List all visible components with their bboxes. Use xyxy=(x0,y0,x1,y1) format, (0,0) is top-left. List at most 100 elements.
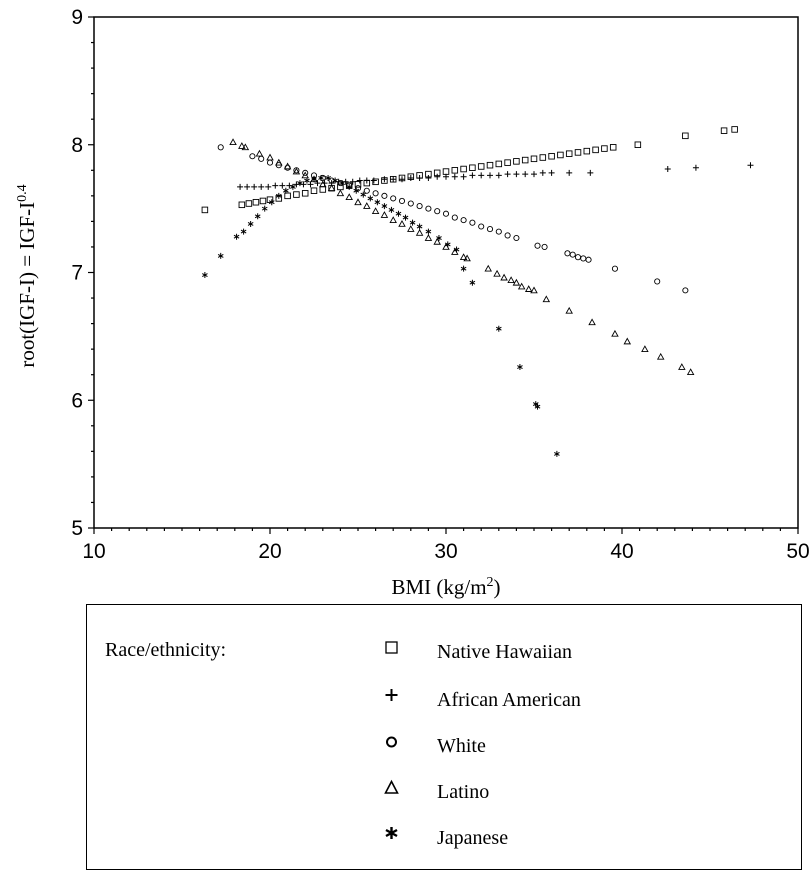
point-latino xyxy=(354,198,362,206)
point-white xyxy=(434,208,441,215)
point-latino xyxy=(424,234,433,241)
point-african-american xyxy=(314,180,321,187)
point-japanese xyxy=(444,241,451,248)
point-latino xyxy=(389,216,397,223)
point-latino xyxy=(656,352,665,360)
y-tick-label: 6 xyxy=(71,389,83,412)
point-white xyxy=(302,169,309,176)
point-native-hawaiian xyxy=(513,158,520,165)
x-tick-label: 30 xyxy=(434,540,457,563)
point-white xyxy=(569,251,576,258)
point-native-hawaiian xyxy=(259,197,267,205)
point-latino xyxy=(500,273,508,281)
point-native-hawaiian xyxy=(284,192,291,200)
point-native-hawaiian xyxy=(451,167,459,174)
point-native-hawaiian xyxy=(238,201,246,209)
point-japanese xyxy=(436,235,442,242)
point-african-american xyxy=(587,169,594,176)
point-african-american xyxy=(237,183,244,190)
point-native-hawaiian xyxy=(442,168,450,175)
legend-box: Race/ethnicity: Native Hawaiian African … xyxy=(86,604,802,870)
point-african-american xyxy=(692,164,699,171)
x-tick-label: 10 xyxy=(82,540,105,563)
y-tick-label: 5 xyxy=(71,517,83,540)
point-white xyxy=(585,256,592,263)
point-japanese xyxy=(268,199,275,206)
point-latino xyxy=(524,285,533,292)
point-native-hawaiian xyxy=(460,165,467,173)
point-latino xyxy=(301,171,309,179)
y-axis-title: root(IGF-I) = IGF-I0.4 xyxy=(15,184,39,367)
point-native-hawaiian xyxy=(245,200,253,207)
point-white xyxy=(372,190,379,197)
point-white xyxy=(654,278,661,285)
point-latino xyxy=(686,368,695,375)
legend-title: Race/ethnicity: xyxy=(105,639,227,661)
point-japanese xyxy=(409,219,416,226)
point-japanese xyxy=(402,214,409,221)
point-white xyxy=(682,287,689,294)
point-white xyxy=(541,243,548,250)
point-latino xyxy=(283,162,292,170)
point-native-hawaiian xyxy=(201,206,209,214)
point-white xyxy=(486,226,494,233)
point-african-american xyxy=(251,183,258,190)
point-latino xyxy=(380,211,389,218)
point-latino xyxy=(327,184,336,192)
star-marker-icon xyxy=(385,827,398,839)
y-tick-label: 9 xyxy=(71,6,83,29)
legend-item-japanese: Japanese xyxy=(377,823,777,853)
point-latino xyxy=(517,282,526,290)
point-japanese xyxy=(202,272,208,279)
point-latino xyxy=(507,276,515,284)
point-native-hawaiian xyxy=(266,196,274,203)
point-african-american xyxy=(272,182,279,189)
point-native-hawaiian xyxy=(565,150,573,157)
point-latino xyxy=(493,269,501,277)
point-white xyxy=(564,250,571,257)
point-white xyxy=(442,210,450,217)
point-native-hawaiian xyxy=(574,149,582,156)
point-native-hawaiian xyxy=(539,154,547,161)
legend-label: Japanese xyxy=(437,827,509,849)
point-white xyxy=(416,203,423,210)
point-japanese xyxy=(353,187,360,194)
point-japanese xyxy=(453,246,460,253)
point-african-american xyxy=(265,183,272,190)
point-white xyxy=(478,223,485,230)
point-japanese xyxy=(254,213,261,220)
point-japanese xyxy=(374,199,381,206)
point-white xyxy=(217,144,224,151)
point-white xyxy=(460,217,467,224)
point-white xyxy=(451,214,458,221)
point-african-american xyxy=(495,172,502,179)
point-japanese xyxy=(247,220,254,227)
point-native-hawaiian xyxy=(634,141,642,148)
legend-item-latino: Latino xyxy=(377,777,777,807)
data-points xyxy=(201,126,754,457)
point-latino xyxy=(512,278,521,286)
point-japanese xyxy=(339,180,346,187)
point-white xyxy=(258,155,265,162)
point-native-hawaiian xyxy=(504,159,511,166)
point-native-hawaiian xyxy=(682,132,689,140)
point-african-american xyxy=(522,171,529,178)
point-latino xyxy=(588,318,596,326)
point-african-american xyxy=(548,169,555,176)
point-white xyxy=(580,255,587,262)
plot-frame xyxy=(93,16,799,529)
point-japanese xyxy=(360,191,367,198)
point-latino xyxy=(433,237,441,245)
x-axis: 10 20 30 40 50 xyxy=(82,528,810,563)
point-latino xyxy=(611,329,619,337)
point-native-hawaiian xyxy=(354,181,362,188)
point-native-hawaiian xyxy=(486,161,494,169)
point-african-american xyxy=(460,173,467,180)
point-african-american xyxy=(407,174,414,181)
point-japanese xyxy=(240,228,247,235)
point-white xyxy=(381,192,388,199)
point-native-hawaiian xyxy=(548,152,555,160)
point-african-american xyxy=(487,172,493,179)
point-african-american xyxy=(381,176,388,183)
point-latino xyxy=(463,254,471,262)
